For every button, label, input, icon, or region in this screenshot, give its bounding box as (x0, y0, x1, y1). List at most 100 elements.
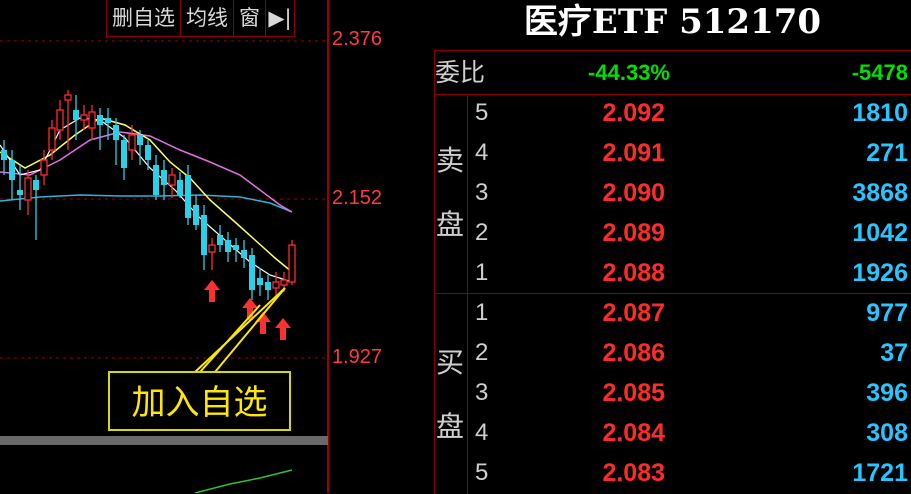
candle-body (153, 165, 159, 195)
buy-row[interactable]: 2 2.086 37 (435, 333, 911, 373)
webi-label: 委比 (435, 58, 486, 87)
candle-body (217, 235, 223, 245)
buy-price: 2.085 (602, 379, 665, 407)
candle-body (177, 180, 183, 195)
webi-row: 委比 -44.33% -5478 (435, 53, 911, 93)
buy-row[interactable]: 3 2.085 396 (435, 373, 911, 413)
candle-body (48, 127, 56, 151)
buy-price: 2.086 (602, 339, 665, 367)
ma20-line (0, 131, 293, 213)
buy-level: 1 (475, 299, 489, 326)
candle-body (265, 282, 271, 290)
buy-volume: 396 (866, 379, 908, 407)
candle-body (56, 109, 64, 131)
candle-body (145, 145, 151, 160)
order-book-panel: 委比 -44.33% -5478 卖 盘 买 盘 5 2.092 1810 4 2.09… (434, 50, 911, 494)
sell-price: 2.089 (602, 219, 665, 247)
sell-volume: 1042 (852, 219, 908, 247)
buy-price: 2.084 (602, 419, 665, 447)
moving-average-button[interactable]: 均线 (181, 0, 234, 37)
candle-body (73, 110, 79, 120)
security-title: 医疗ETF 512170 (523, 2, 822, 42)
candle-body (88, 111, 96, 129)
candle-body (105, 118, 111, 123)
candle-body (17, 190, 23, 195)
candle-body (1, 150, 7, 160)
buy-level: 5 (475, 459, 489, 486)
buy-row[interactable]: 4 2.084 308 (435, 413, 911, 453)
candle-body (80, 114, 88, 121)
sell-side-label-2: 盘 (435, 208, 464, 241)
buy-volume: 977 (866, 299, 908, 327)
buy-side-label-2: 盘 (435, 410, 464, 443)
ma5-line (0, 117, 293, 283)
candle-body (121, 140, 127, 168)
buy-arrow-icon (204, 280, 220, 302)
sell-level: 2 (475, 219, 489, 246)
sell-row[interactable]: 3 2.090 3868 (435, 173, 911, 213)
sell-volume: 271 (866, 139, 908, 167)
sell-row[interactable]: 2 2.089 1042 (435, 213, 911, 253)
candle-body (225, 240, 231, 252)
buy-arrow-icon (242, 298, 258, 320)
sell-row[interactable]: 5 2.092 1810 (435, 93, 911, 133)
candle-body (249, 255, 255, 290)
divider-vertical (467, 96, 468, 494)
buy-level: 2 (475, 339, 489, 366)
candle-body (33, 180, 39, 190)
buy-arrow-icon (275, 318, 291, 340)
axis-label-top: 2.376 (332, 28, 383, 50)
candle-body (97, 115, 103, 125)
sell-level: 3 (475, 179, 489, 206)
candle-body (161, 170, 167, 185)
sell-row[interactable]: 1 2.088 1926 (435, 253, 911, 293)
candle-body (185, 175, 191, 218)
sell-side-label-1: 卖 (435, 144, 464, 177)
candle-body (64, 94, 72, 101)
buy-level: 4 (475, 419, 489, 446)
candle-body (241, 250, 247, 258)
candle-body (201, 215, 207, 255)
sell-price: 2.090 (602, 179, 665, 207)
sell-volume: 3868 (852, 179, 908, 207)
buy-price: 2.087 (602, 299, 665, 327)
sell-price: 2.092 (602, 99, 665, 127)
candle-body (280, 279, 288, 286)
buy-row[interactable]: 1 2.087 977 (435, 293, 911, 333)
collapse-panel-icon[interactable]: ▶| (266, 0, 295, 37)
pane-separator (0, 436, 328, 445)
candle-body (113, 125, 119, 140)
buy-markers-group (204, 280, 291, 340)
chart-toolbar: 删自选 均线 窗 ▶| (106, 0, 295, 38)
delete-favorite-button[interactable]: 删自选 (107, 0, 181, 37)
candles-group (1, 90, 296, 300)
buy-volume: 37 (880, 339, 908, 367)
candle-body (128, 134, 136, 151)
buy-side-label-1: 买 (435, 346, 464, 379)
window-button[interactable]: 窗 (234, 0, 266, 37)
ma60-line (0, 194, 293, 213)
buy-arrow-icon (255, 312, 271, 334)
candle-body (288, 244, 296, 283)
axis-label-mid: 2.152 (332, 187, 383, 209)
sell-level: 5 (475, 99, 489, 126)
buy-volume: 1721 (852, 459, 908, 487)
candle-body (137, 135, 143, 145)
buy-row[interactable]: 5 2.083 1721 (435, 453, 911, 493)
candle-body (24, 177, 32, 201)
candlestick-chart[interactable] (0, 0, 330, 493)
candle-body (9, 160, 15, 180)
candle-body (193, 205, 199, 225)
sell-level: 4 (475, 139, 489, 166)
indicator-line (194, 469, 293, 493)
sell-volume: 1810 (852, 99, 908, 127)
sell-row[interactable]: 4 2.091 271 (435, 133, 911, 173)
sell-volume: 1926 (852, 259, 908, 287)
add-favorite-callout[interactable]: 加入自选 (108, 371, 291, 431)
ma10-line (0, 117, 293, 273)
sell-level: 1 (475, 259, 489, 286)
callout-pointer (192, 287, 286, 373)
buy-volume: 308 (866, 419, 908, 447)
webi-percent: -44.33% (588, 60, 670, 85)
candle-body (233, 245, 239, 250)
